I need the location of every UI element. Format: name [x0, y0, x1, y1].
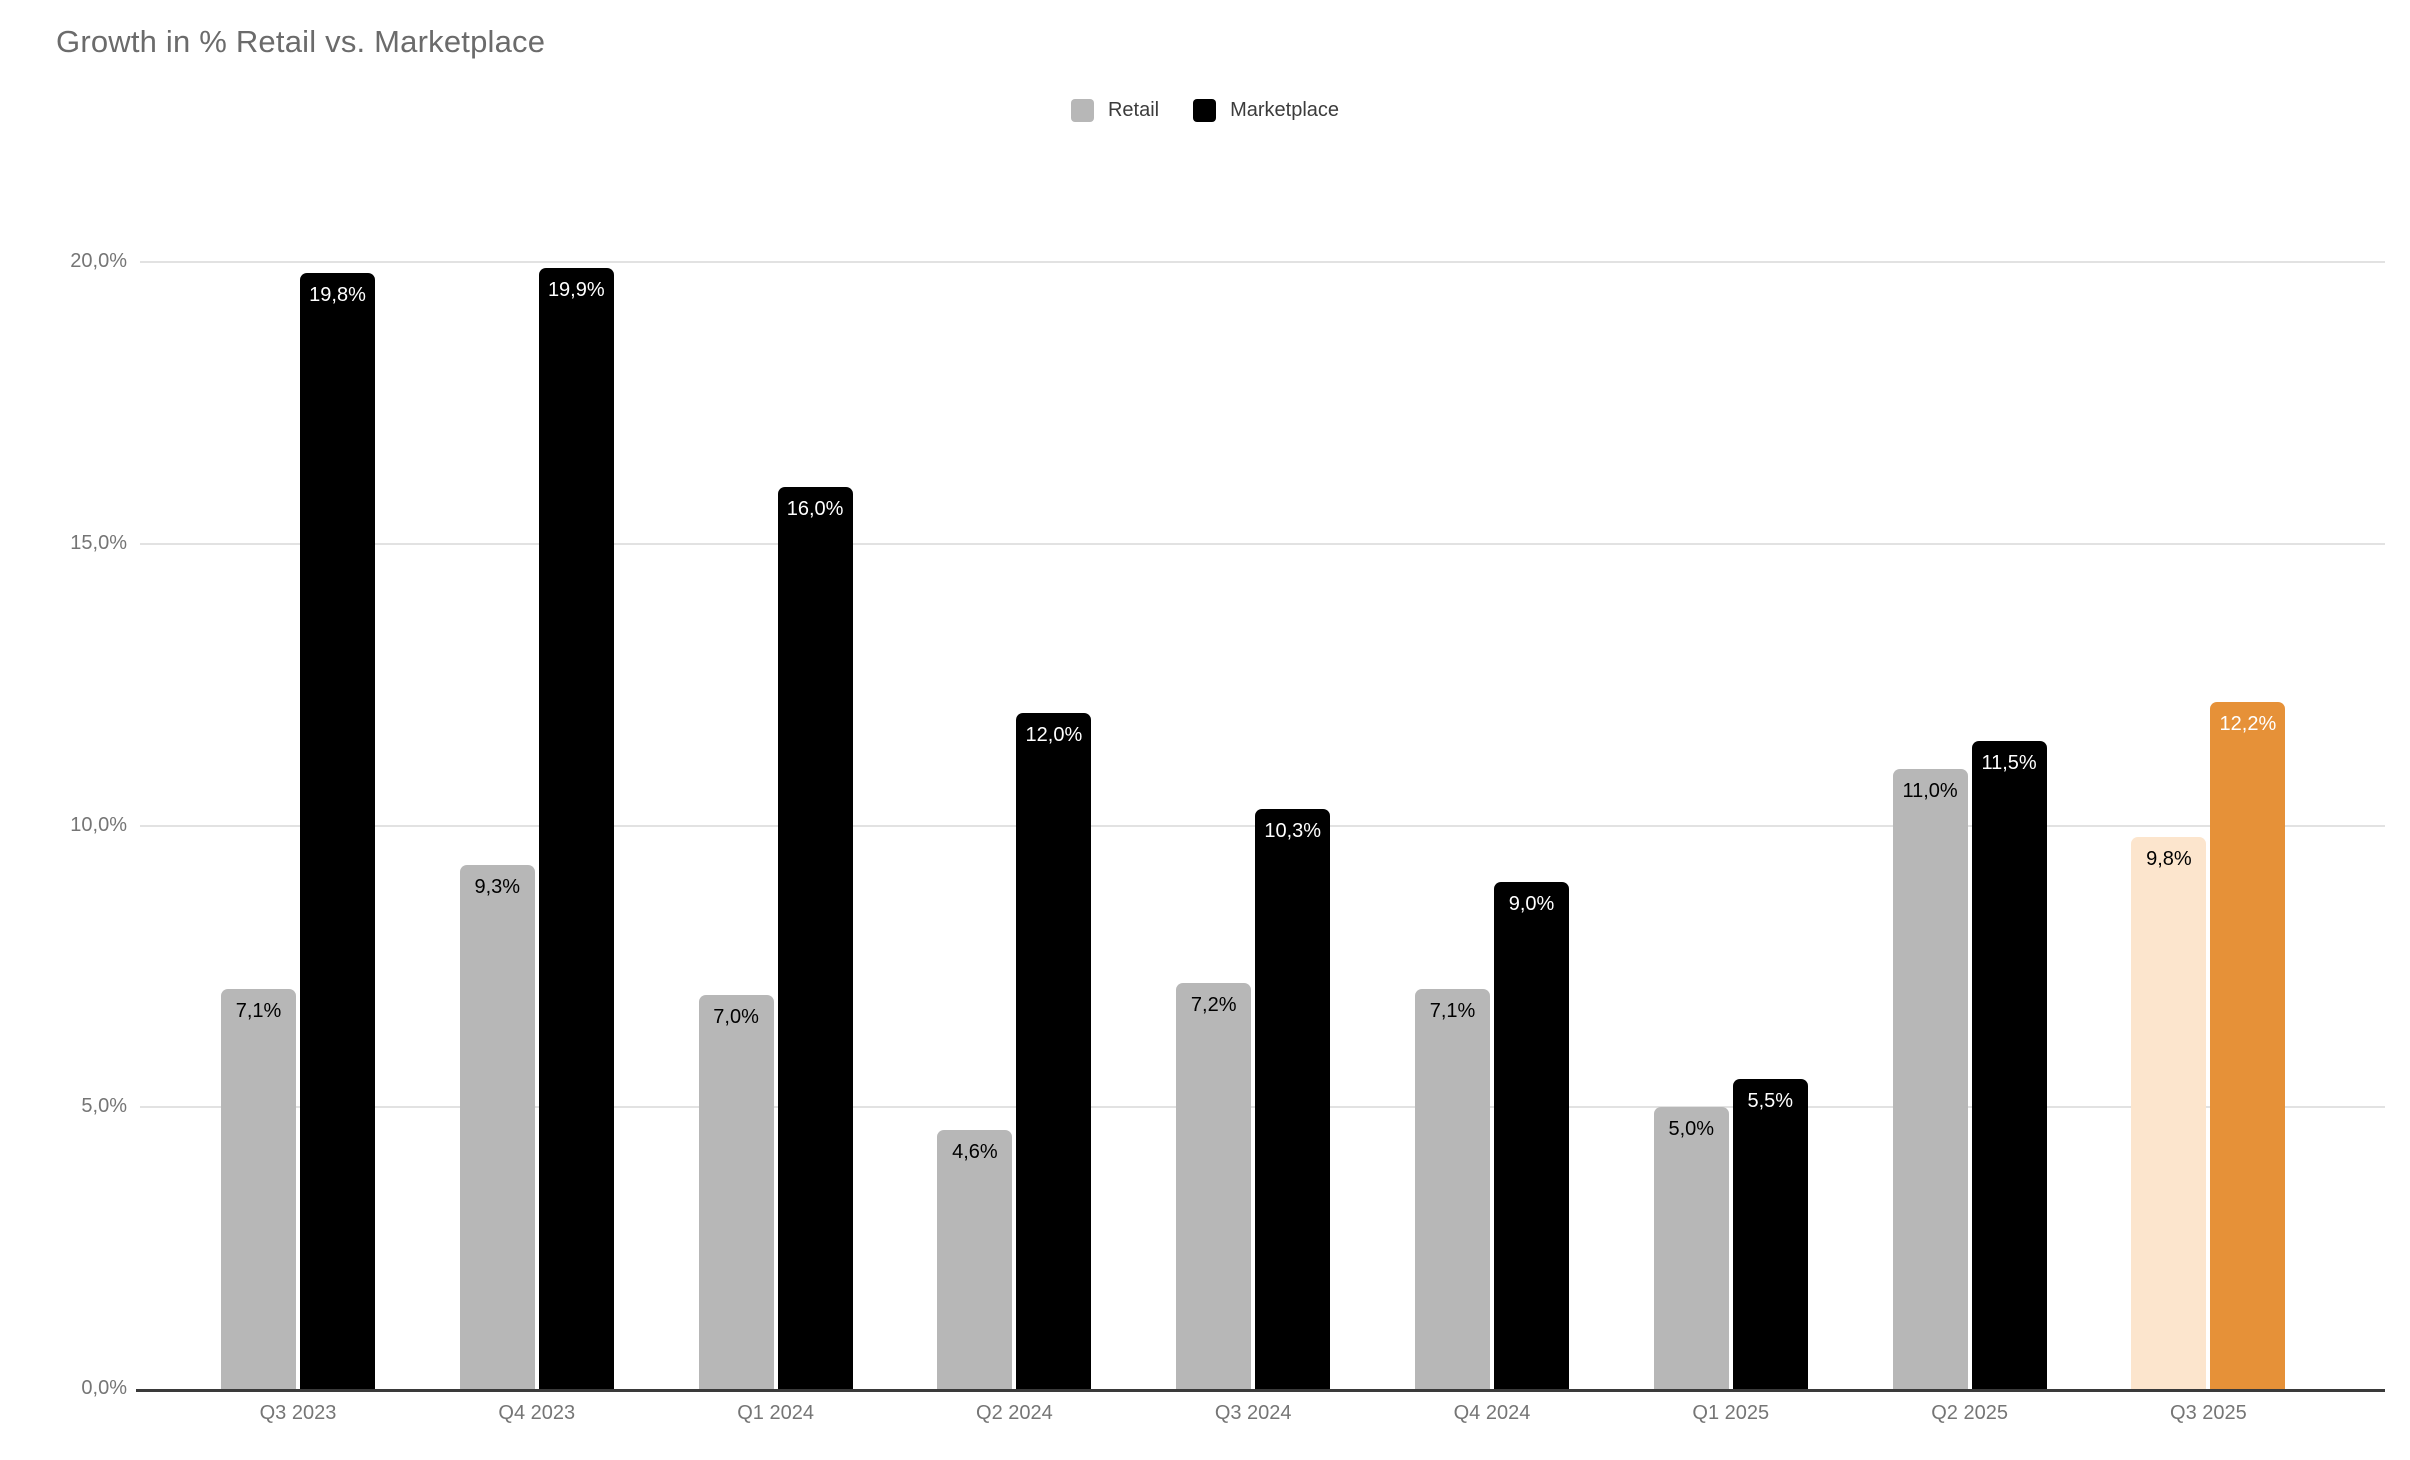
- legend-item-retail: Retail: [1070, 99, 1160, 122]
- bar-marketplace-q4-2024: [1494, 881, 1569, 1389]
- x-axis-label-q4-2024: Q4 2024: [1453, 1402, 1531, 1424]
- bar-retail-q3-2023: [221, 988, 296, 1389]
- legend-label-retail: Retail: [1107, 99, 1160, 121]
- x-axis-label-q1-2025: Q1 2025: [1692, 1402, 1770, 1424]
- retail-swatch-icon: [1070, 99, 1094, 122]
- bar-retail-q3-2025: [2131, 836, 2207, 1389]
- bar-retail-q4-2024: [1415, 988, 1490, 1389]
- bar-value-label-marketplace-q3-2025: 12,2%: [2219, 712, 2277, 735]
- bar-value-label-retail-q3-2023: 7,1%: [235, 999, 282, 1022]
- bar-marketplace-q3-2025: [2210, 701, 2286, 1389]
- bar-value-label-retail-q4-2023: 9,3%: [474, 875, 521, 898]
- bar-value-label-marketplace-q3-2023: 19,8%: [309, 284, 366, 307]
- y-tick-label-0: 0,0%: [81, 1377, 127, 1399]
- legend: Retail Marketplace: [0, 99, 2410, 122]
- bar-marketplace-q3-2024: [1255, 808, 1331, 1389]
- bar-retail-q4-2023: [459, 864, 535, 1389]
- y-tick-label-20: 20,0%: [70, 250, 127, 272]
- x-axis-label-q3-2023: Q3 2023: [259, 1402, 337, 1424]
- y-tick-label-15: 15,0%: [70, 531, 127, 554]
- bar-marketplace-q3-2023: [300, 273, 375, 1389]
- bar-value-label-retail-q3-2024: 7,2%: [1190, 994, 1237, 1017]
- x-axis-baseline: [136, 1389, 2385, 1392]
- x-axis-label-q3-2025: Q3 2025: [2170, 1402, 2247, 1424]
- bar-retail-q2-2024: [937, 1129, 1013, 1389]
- marketplace-swatch-icon: [1193, 99, 1217, 122]
- gridline-20: [140, 261, 2385, 263]
- bar-value-label-retail-q1-2024: 7,0%: [713, 1005, 759, 1028]
- bar-value-label-marketplace-q4-2024: 9,0%: [1508, 892, 1555, 915]
- bar-value-label-marketplace-q4-2023: 19,9%: [547, 278, 605, 301]
- bar-marketplace-q2-2024: [1016, 712, 1092, 1389]
- bar-retail-q2-2025: [1892, 769, 1968, 1389]
- bar-marketplace-q1-2024: [777, 487, 853, 1389]
- bar-value-label-retail-q3-2025: 9,8%: [2146, 847, 2192, 870]
- bar-value-label-marketplace-q2-2025: 11,5%: [1981, 751, 2037, 774]
- legend-item-marketplace: Marketplace: [1193, 99, 1339, 122]
- y-tick-label-10: 10,0%: [70, 813, 127, 836]
- bar-marketplace-q4-2023: [538, 267, 614, 1389]
- x-axis-label-q3-2024: Q3 2024: [1214, 1402, 1292, 1424]
- bar-value-label-retail-q4-2024: 7,1%: [1429, 999, 1476, 1022]
- x-axis-label-q4-2023: Q4 2023: [498, 1402, 576, 1424]
- bar-marketplace-q2-2025: [1971, 740, 2047, 1389]
- gridline-15: [140, 542, 2385, 545]
- bar-value-label-marketplace-q3-2024: 10,3%: [1264, 819, 1322, 842]
- bar-value-label-marketplace-q1-2024: 16,0%: [786, 498, 844, 521]
- x-axis-label-q1-2024: Q1 2024: [737, 1402, 814, 1424]
- bar-retail-q3-2024: [1176, 983, 1252, 1389]
- legend-label-marketplace: Marketplace: [1230, 99, 1340, 121]
- bar-value-label-retail-q2-2024: 4,6%: [952, 1140, 998, 1163]
- x-axis-label-q2-2025: Q2 2025: [1931, 1402, 2008, 1424]
- x-axis-label-q2-2024: Q2 2024: [976, 1402, 1053, 1424]
- bar-marketplace-q1-2025: [1732, 1079, 1808, 1389]
- bar-value-label-marketplace-q2-2024: 12,0%: [1025, 723, 1083, 746]
- bar-value-label-marketplace-q1-2025: 5,5%: [1747, 1090, 1794, 1113]
- bar-retail-q1-2025: [1653, 1107, 1729, 1389]
- bar-value-label-retail-q2-2025: 11,0%: [1902, 780, 1958, 803]
- chart-title: Growth in % Retail vs. Marketplace: [56, 24, 546, 59]
- bar-retail-q1-2024: [698, 994, 774, 1389]
- y-tick-label-5: 5,0%: [81, 1095, 127, 1118]
- bar-value-label-retail-q1-2025: 5,0%: [1668, 1118, 1715, 1141]
